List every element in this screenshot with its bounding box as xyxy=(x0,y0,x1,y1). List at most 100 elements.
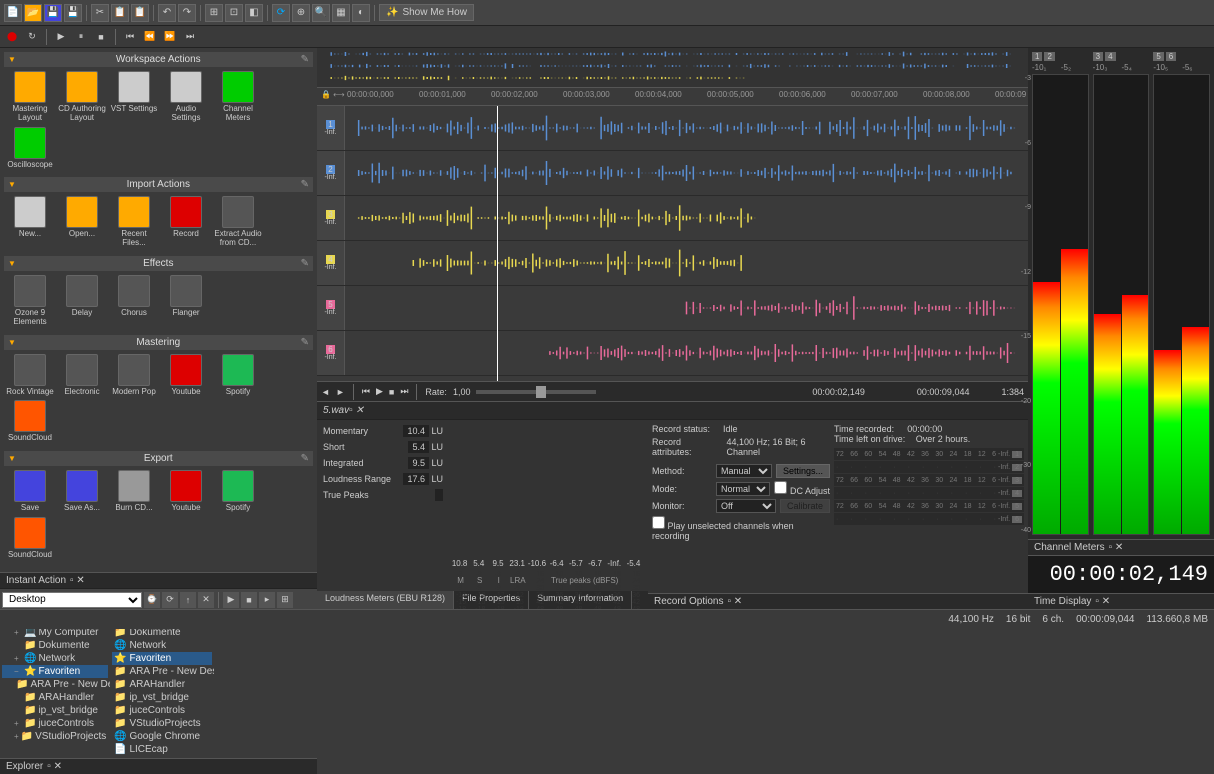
tree-item[interactable]: 📁ip_vst_bridge xyxy=(2,704,108,717)
section-header[interactable]: ▼Effects✎ xyxy=(4,256,313,271)
action-item[interactable]: Spotify xyxy=(214,470,262,513)
explorer-tab[interactable]: Explorer ▫ ✕ xyxy=(0,758,317,774)
action-item[interactable]: Open... xyxy=(58,196,106,248)
explorer-play-icon[interactable]: ▶ xyxy=(223,592,239,608)
instant-action-tab[interactable]: Instant Action ▫ ✕ xyxy=(0,572,317,588)
track[interactable]: 6-Inf. xyxy=(317,331,1028,376)
action-item[interactable]: Audio Settings xyxy=(162,71,210,123)
track[interactable]: 3-Inf. xyxy=(317,196,1028,241)
record-options-tab[interactable]: Record Options ▫ ✕ xyxy=(648,593,1028,609)
calibrate-button[interactable]: Calibrate xyxy=(780,499,830,513)
explorer-refresh-icon[interactable]: ⟳ xyxy=(162,592,178,608)
explorer-auto-icon[interactable]: ▸ xyxy=(259,592,275,608)
action-item[interactable]: Save As... xyxy=(58,470,106,513)
action-item[interactable]: Burn CD... xyxy=(110,470,158,513)
section-header[interactable]: ▼Workspace Actions✎ xyxy=(4,52,313,67)
new-file-icon[interactable]: 📄 xyxy=(4,4,22,22)
action-item[interactable]: Youtube xyxy=(162,470,210,513)
edit-icon[interactable]: ✎ xyxy=(301,453,309,464)
tool3-icon[interactable]: ◧ xyxy=(245,4,263,22)
file-item[interactable]: ⭐Favoriten xyxy=(112,652,212,665)
tool4-icon[interactable]: ⊕ xyxy=(292,4,310,22)
save-as-icon[interactable]: 💾 xyxy=(64,4,82,22)
edit-icon[interactable]: ✎ xyxy=(301,337,309,348)
time-display-tab[interactable]: Time Display ▫ ✕ xyxy=(1028,593,1214,609)
tool5-icon[interactable]: ▦ xyxy=(332,4,350,22)
waveform-area[interactable]: 🔒 ⟷ 00:00:00,00000:00:01,00000:00:02,000… xyxy=(317,48,1028,419)
action-item[interactable]: VST Settings xyxy=(110,71,158,123)
transport-end-icon[interactable]: ⏭ xyxy=(182,29,198,45)
tracks-container[interactable]: 1-Inf.2-Inf.3-Inf.4-Inf.5-Inf.6-Inf. xyxy=(317,106,1028,381)
action-item[interactable]: Record xyxy=(162,196,210,248)
tree-item[interactable]: 📁Dokumente xyxy=(2,639,108,652)
explorer-view-icon[interactable]: ⊞ xyxy=(277,592,293,608)
transport-forward-icon[interactable]: ⏩ xyxy=(162,29,178,45)
explorer-rightcol[interactable]: ◆Visual Studio 2017 xyxy=(214,611,318,758)
action-item[interactable]: Ozone 9 Elements xyxy=(6,275,54,327)
file-item[interactable]: 📄LICEcap xyxy=(112,743,212,756)
playhead[interactable] xyxy=(497,106,498,381)
tree-item[interactable]: −⭐Favoriten xyxy=(2,665,108,678)
cut-icon[interactable]: ✂ xyxy=(91,4,109,22)
action-item[interactable]: Spotify xyxy=(214,354,262,397)
explorer-up-icon[interactable]: ↑ xyxy=(180,592,196,608)
show-me-how-button[interactable]: ✨ Show Me How xyxy=(379,4,474,21)
track[interactable]: 5-Inf. xyxy=(317,286,1028,331)
zoom-icon[interactable]: 🔍 xyxy=(312,4,330,22)
file-item[interactable]: 🌐Google Chrome xyxy=(112,730,212,743)
wave-play-icon[interactable]: ▶ xyxy=(376,386,383,397)
action-item[interactable]: Youtube xyxy=(162,354,210,397)
record-monitor-select[interactable]: Off xyxy=(716,499,776,513)
action-item[interactable]: Delay xyxy=(58,275,106,327)
record-settings-button[interactable]: Settings... xyxy=(776,464,830,478)
action-item[interactable]: Recent Files... xyxy=(110,196,158,248)
transport-play-icon[interactable]: ▶ xyxy=(53,29,69,45)
refresh-icon[interactable]: ⟳ xyxy=(272,4,290,22)
track[interactable]: 4-Inf. xyxy=(317,241,1028,286)
file-item[interactable]: 📁ip_vst_bridge xyxy=(112,691,212,704)
loudness-tab[interactable]: Loudness Meters (EBU R128) xyxy=(317,591,454,609)
track[interactable]: 2-Inf. xyxy=(317,151,1028,196)
tool2-icon[interactable]: ⊡ xyxy=(225,4,243,22)
action-item[interactable]: Mastering Layout xyxy=(6,71,54,123)
action-item[interactable]: New... xyxy=(6,196,54,248)
transport-pause-icon[interactable]: ⏸ xyxy=(73,29,89,45)
record-mode-select[interactable]: Normal xyxy=(716,482,770,496)
wave-end-icon[interactable]: ⏭ xyxy=(400,386,408,397)
explorer-del-icon[interactable]: ✕ xyxy=(198,592,214,608)
transport-start-icon[interactable]: ⏮ xyxy=(122,29,138,45)
action-item[interactable]: Extract Audio from CD... xyxy=(214,196,262,248)
redo-icon[interactable]: ↷ xyxy=(178,4,196,22)
tree-item[interactable]: +📁juceControls xyxy=(2,717,108,730)
action-item[interactable]: Rock Vintage xyxy=(6,354,54,397)
explorer-stop-icon[interactable]: ■ xyxy=(241,592,257,608)
tree-item[interactable]: 📁ARAHandler xyxy=(2,691,108,704)
waveform-overview[interactable] xyxy=(317,48,1028,88)
action-item[interactable]: Save xyxy=(6,470,54,513)
timeline-ruler[interactable]: 🔒 ⟷ 00:00:00,00000:00:01,00000:00:02,000… xyxy=(317,88,1028,106)
transport-rewind-icon[interactable]: ⏪ xyxy=(142,29,158,45)
channel-meters-tab[interactable]: Channel Meters ▫ ✕ xyxy=(1028,539,1214,555)
paste-icon[interactable]: 📋 xyxy=(131,4,149,22)
file-item[interactable]: 📁ARA Pre - New Design xyxy=(112,665,212,678)
rate-slider[interactable] xyxy=(476,390,596,394)
action-item[interactable]: Oscilloscope xyxy=(6,127,54,170)
action-item[interactable]: Electronic xyxy=(58,354,106,397)
action-item[interactable]: SoundCloud xyxy=(6,400,54,443)
explorer-location-combo[interactable]: Desktop xyxy=(2,592,142,608)
section-header[interactable]: ▼Import Actions✎ xyxy=(4,177,313,192)
transport-loop-icon[interactable]: ↻ xyxy=(24,29,40,45)
file-item[interactable]: 📁ARAHandler xyxy=(112,678,212,691)
wave-start-icon[interactable]: ⏮ xyxy=(362,386,370,397)
tree-item[interactable]: +🌐Network xyxy=(2,652,108,665)
action-item[interactable]: Flanger xyxy=(162,275,210,327)
edit-icon[interactable]: ✎ xyxy=(301,258,309,269)
tool6-icon[interactable]: ◐ xyxy=(352,4,370,22)
open-file-icon[interactable]: 📂 xyxy=(24,4,42,22)
file-item[interactable]: 📁VStudioProjects xyxy=(112,717,212,730)
undo-icon[interactable]: ↶ xyxy=(158,4,176,22)
action-item[interactable]: Chorus xyxy=(110,275,158,327)
transport-stop-icon[interactable]: ■ xyxy=(93,29,109,45)
wave-stop-icon[interactable]: ■ xyxy=(389,387,394,397)
track[interactable]: 1-Inf. xyxy=(317,106,1028,151)
